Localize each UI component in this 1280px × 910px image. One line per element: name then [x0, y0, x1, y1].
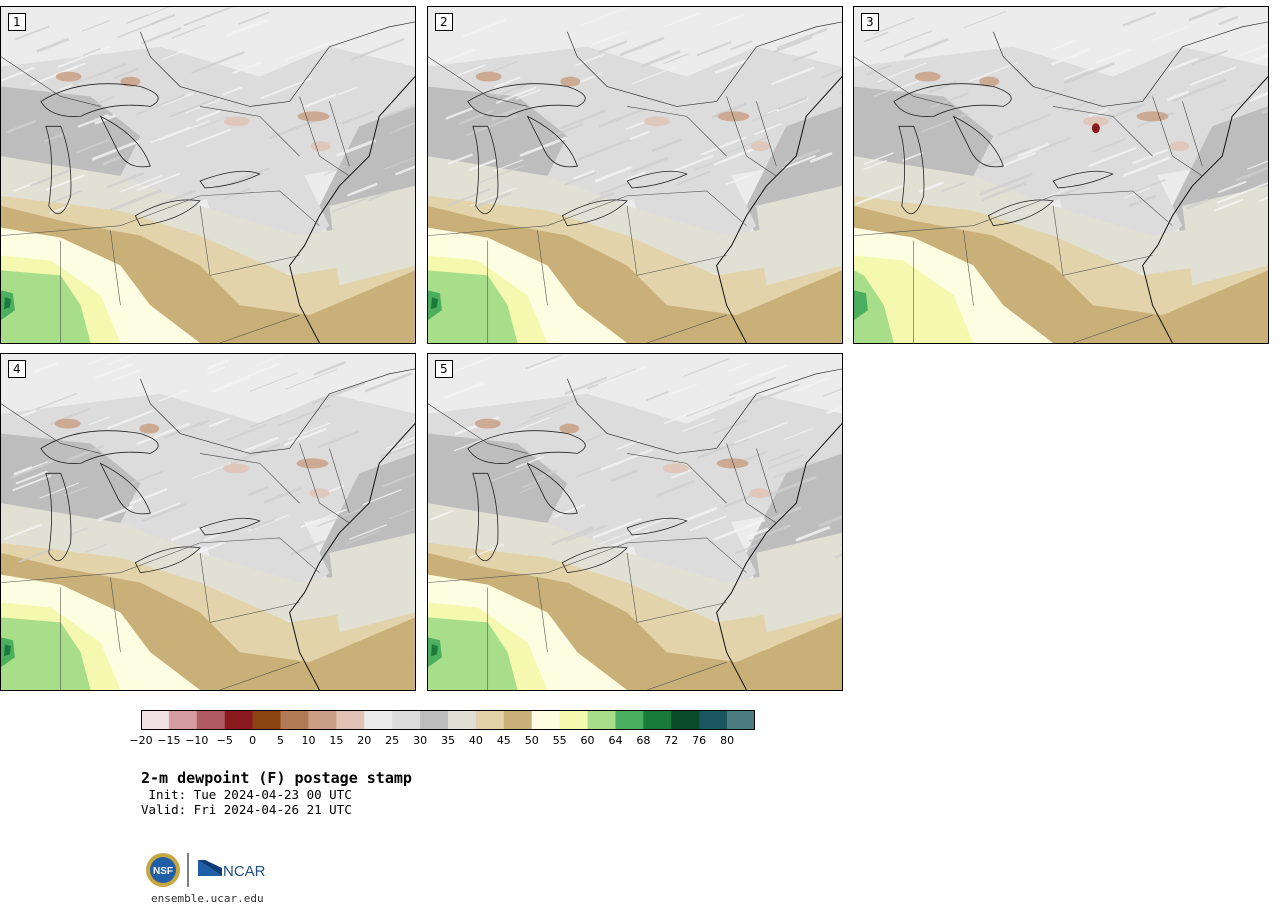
colorbar-swatch: [587, 710, 616, 730]
colorbar-tick-label: −15: [157, 734, 181, 747]
colorbar-tick-label: 20: [357, 734, 372, 747]
colorbar-tick-label: 76: [692, 734, 707, 747]
ncar-logo: NCAR: [198, 860, 266, 880]
map-panel-2: 2: [427, 6, 843, 344]
colorbar-swatch: [224, 710, 253, 730]
colorbar-swatch: [503, 710, 533, 730]
colorbar-tick-label: 64: [608, 734, 623, 747]
colorbar-tick-label: 72: [664, 734, 679, 747]
panel-number-label: 4: [8, 360, 26, 378]
colorbar-tick-label: 60: [580, 734, 595, 747]
colorbar-tick-label: −20: [129, 734, 153, 747]
colorbar-tick-label: 80: [720, 734, 735, 747]
colorbar-tick-label: −5: [216, 734, 233, 747]
colorbar-swatch: [559, 710, 588, 730]
colorbar-swatch: [420, 710, 449, 730]
site-url: ensemble.ucar.edu: [151, 892, 264, 905]
colorbar-tick-label: 15: [329, 734, 344, 747]
init-time: Init: Tue 2024-04-23 00 UTC: [141, 787, 352, 802]
colorbar-tick-label: 55: [552, 734, 567, 747]
panel-number-label: 5: [435, 360, 453, 378]
panel-number-label: 3: [861, 13, 879, 31]
colorbar-swatch: [364, 710, 393, 730]
colorbar-tick-label: 10: [301, 734, 316, 747]
colorbar-tick-label: 45: [496, 734, 511, 747]
colorbar-tick-label: 68: [636, 734, 651, 747]
colorbar-swatch: [280, 710, 309, 730]
colorbar-swatch: [392, 710, 421, 730]
panel-number-label: 2: [435, 13, 453, 31]
ncar-logo-text: NCAR: [223, 863, 266, 880]
colorbar-tick-label: −10: [185, 734, 209, 747]
caption: 2-m dewpoint (F) postage stamp Init: Tue…: [141, 769, 412, 817]
chart-title: 2-m dewpoint (F) postage stamp: [141, 769, 412, 787]
colorbar-swatch: [475, 710, 505, 730]
colorbar-tick-label: 40: [468, 734, 483, 747]
colorbar-swatch: [308, 710, 337, 730]
colorbar-swatch: [671, 710, 700, 730]
colorbar-tick-label: 5: [277, 734, 285, 747]
colorbar-swatch: [196, 710, 226, 730]
map-panel-4: 4: [0, 353, 416, 691]
dewpoint-colorbar: [141, 710, 755, 730]
colorbar-swatch: [141, 710, 170, 730]
colorbar-swatch: [615, 710, 644, 730]
colorbar-tick-label: 50: [524, 734, 539, 747]
colorbar-tick-label: 0: [249, 734, 257, 747]
sponsor-logos: NSF NCAR: [145, 850, 275, 892]
colorbar-swatch: [252, 710, 281, 730]
colorbar-swatch: [168, 710, 198, 730]
valid-time: Valid: Fri 2024-04-26 21 UTC: [141, 802, 352, 817]
map-panel-3: 3: [853, 6, 1269, 344]
colorbar-tick-labels: −20 −15 −10 −5 0 5 10 15 20 25 30 35 40 45 50 55 60 64 68 7…: [129, 730, 781, 747]
map-panel-5: 5: [427, 353, 843, 691]
colorbar-swatch: [643, 710, 672, 730]
map-panel-1: 1: [0, 6, 416, 344]
colorbar-tick-label: 30: [413, 734, 428, 747]
colorbar-tick-label: 35: [441, 734, 455, 747]
colorbar-swatch: [531, 710, 560, 730]
colorbar-tick-label: 25: [385, 734, 400, 747]
nsf-logo-text: NSF: [153, 866, 173, 877]
panel-number-label: 1: [8, 13, 26, 31]
colorbar-swatch: [699, 710, 728, 730]
colorbar-swatch: [448, 710, 477, 730]
nsf-logo: NSF: [146, 853, 180, 887]
colorbar-swatch: [336, 710, 365, 730]
colorbar-swatch: [727, 710, 755, 730]
